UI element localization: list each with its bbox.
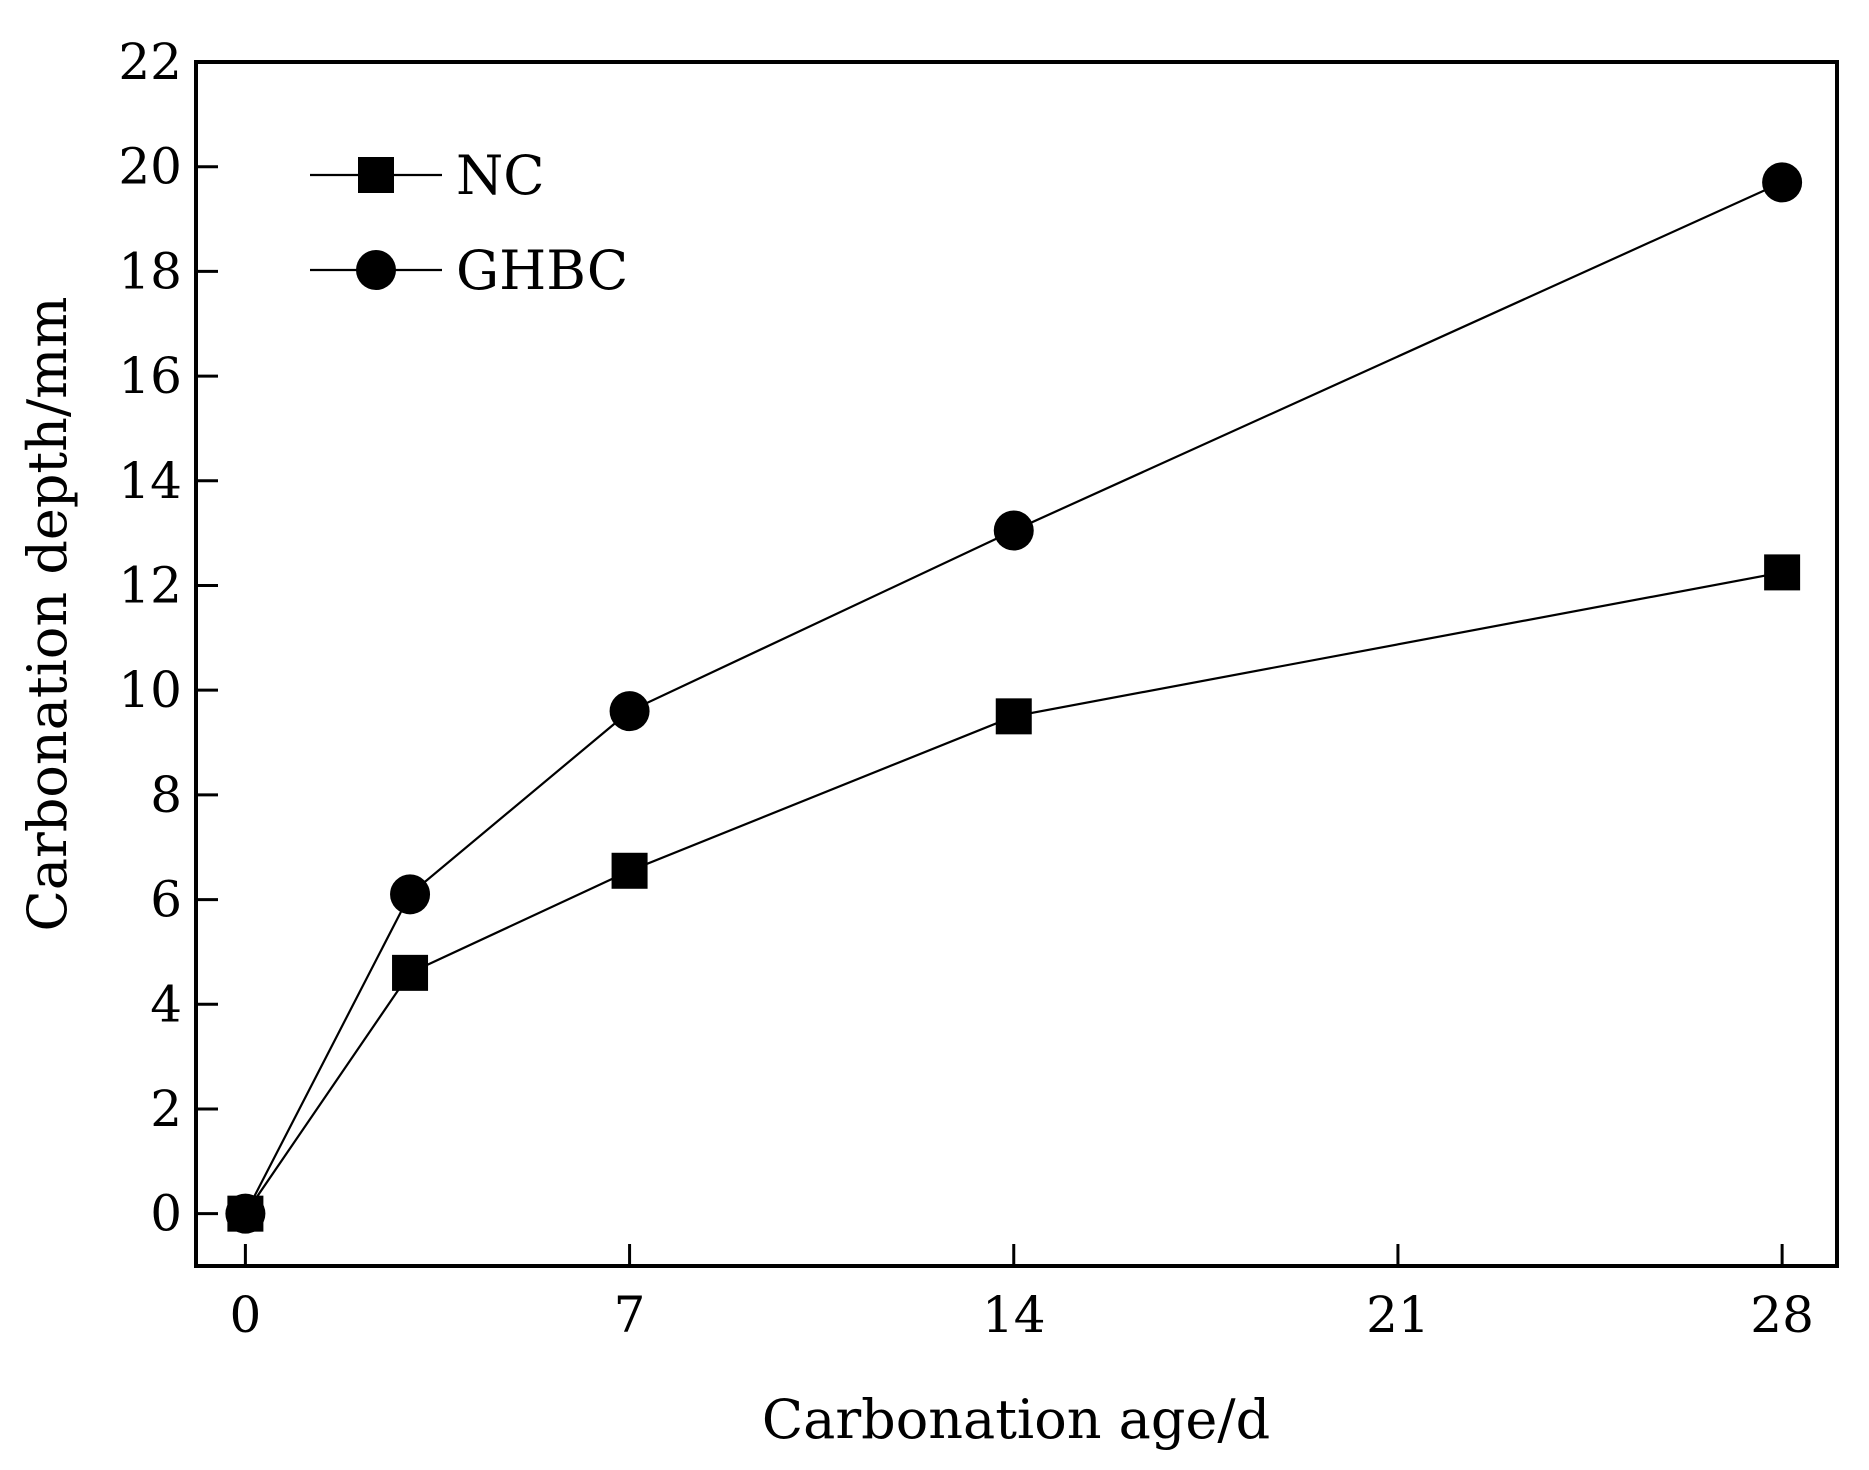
y-axis-title: Carbonation depth/mm bbox=[16, 297, 79, 932]
data-point-ghbc bbox=[225, 1193, 266, 1234]
y-tick-label: 2 bbox=[150, 1080, 182, 1138]
legend-label: GHBC bbox=[456, 239, 628, 302]
y-axis-ticks: 0 2 4 6 8 10 12 14 16 18 20 22 bbox=[118, 33, 218, 1243]
plot-frame bbox=[194, 60, 1839, 1268]
y-tick-label: 18 bbox=[118, 242, 182, 300]
x-tick-label: 14 bbox=[982, 1286, 1046, 1344]
x-axis-title: Carbonation age/d bbox=[762, 1388, 1270, 1451]
y-tick-label: 20 bbox=[118, 138, 182, 196]
data-point-nc bbox=[611, 852, 648, 889]
data-point-nc bbox=[392, 954, 429, 991]
legend: NC GHBC bbox=[310, 144, 628, 302]
y-tick-label: 8 bbox=[150, 766, 182, 824]
data-point-ghbc bbox=[1762, 162, 1803, 203]
y-tick-label: 10 bbox=[118, 661, 182, 719]
series-line-ghbc bbox=[244, 181, 1783, 1215]
x-tick-label: 28 bbox=[1750, 1286, 1814, 1344]
series-nc bbox=[227, 554, 1801, 1232]
y-tick-label: 14 bbox=[118, 452, 182, 510]
legend-marker-nc bbox=[358, 157, 394, 193]
y-tick-label: 16 bbox=[118, 347, 182, 405]
x-tick-label: 7 bbox=[614, 1286, 646, 1344]
y-tick-label: 22 bbox=[118, 33, 182, 91]
y-tick-label: 6 bbox=[150, 871, 182, 929]
x-tick-label: 21 bbox=[1366, 1286, 1430, 1344]
y-tick-label: 4 bbox=[150, 975, 182, 1033]
x-axis-ticks: 0 7 14 21 28 bbox=[229, 1244, 1814, 1344]
legend-marker-ghbc bbox=[356, 250, 396, 290]
series-ghbc bbox=[225, 162, 1803, 1234]
series-layer bbox=[225, 162, 1803, 1234]
legend-label: NC bbox=[456, 144, 545, 207]
y-tick-label: 12 bbox=[118, 556, 182, 614]
data-point-nc bbox=[1764, 554, 1801, 591]
data-point-nc bbox=[995, 698, 1032, 735]
data-point-ghbc bbox=[993, 510, 1034, 551]
legend-item-ghbc: GHBC bbox=[310, 239, 628, 302]
data-point-ghbc bbox=[609, 691, 650, 732]
y-tick-label: 0 bbox=[150, 1185, 182, 1243]
x-tick-label: 0 bbox=[229, 1286, 261, 1344]
series-line-nc bbox=[244, 571, 1783, 1215]
legend-item-nc: NC bbox=[310, 144, 545, 207]
data-point-ghbc bbox=[390, 874, 431, 915]
